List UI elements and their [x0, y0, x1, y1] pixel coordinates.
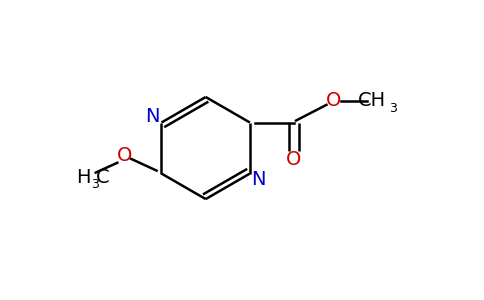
- Text: 3: 3: [389, 102, 397, 115]
- Text: N: N: [252, 170, 266, 189]
- Text: O: O: [326, 92, 341, 110]
- Text: H: H: [76, 168, 91, 187]
- Text: CH: CH: [358, 92, 386, 110]
- Text: O: O: [287, 150, 302, 169]
- Text: C: C: [96, 168, 109, 187]
- Text: O: O: [117, 146, 132, 165]
- Text: 3: 3: [91, 178, 99, 191]
- Text: N: N: [145, 106, 160, 126]
